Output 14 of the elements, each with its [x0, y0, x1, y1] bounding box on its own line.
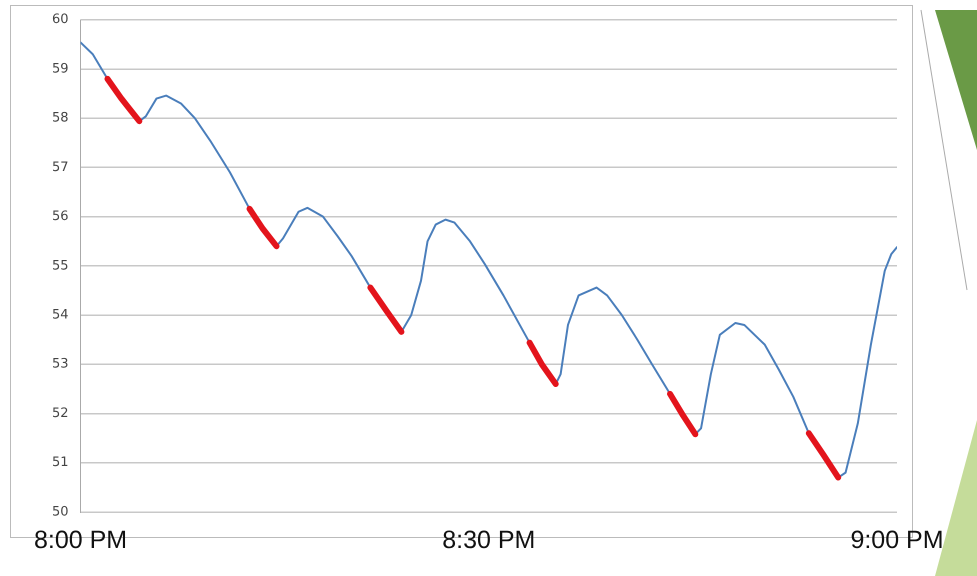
x-tick-label: 9:00 PM	[850, 526, 944, 554]
y-tick-label: 54	[52, 307, 69, 322]
y-tick-label: 59	[52, 61, 69, 76]
y-tick-label: 50	[52, 504, 69, 520]
x-tick-label: 8:00 PM	[34, 526, 128, 554]
y-tick-label: 53	[52, 356, 69, 372]
y-tick-label: 55	[52, 258, 69, 274]
y-tick-label: 57	[52, 160, 69, 175]
y-tick-label: 60	[52, 12, 69, 28]
y-tick-label: 52	[52, 406, 69, 421]
y-tick-label: 56	[52, 209, 69, 224]
y-tick-label: 51	[52, 455, 69, 470]
x-tick-label: 8:30 PM	[442, 526, 536, 554]
y-tick-label: 58	[52, 110, 69, 126]
